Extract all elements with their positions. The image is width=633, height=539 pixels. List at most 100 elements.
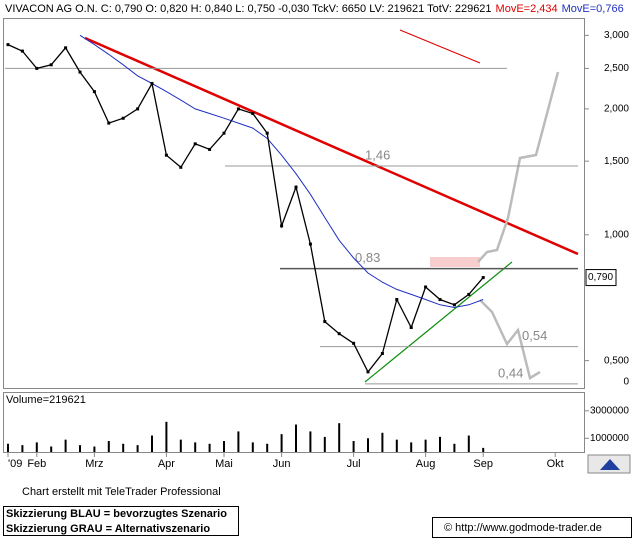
legend-entry: MovE=0,766: [562, 3, 624, 15]
price-point: [164, 153, 168, 157]
x-tick-label: Mai: [215, 458, 233, 470]
price-point: [6, 43, 10, 47]
x-tick-label: Jun: [273, 458, 291, 470]
volume-bar: [439, 436, 441, 452]
price-point: [222, 131, 226, 135]
indicator-red: MovE=2,434: [496, 3, 558, 15]
volume-bar: [237, 431, 240, 452]
volume-bar: [93, 446, 96, 452]
price-point: [251, 112, 255, 116]
price-point: [121, 116, 125, 120]
y-tick-label: 2,500: [604, 63, 629, 74]
y-tick-label: 2,000: [604, 104, 629, 115]
volume-bar: [179, 439, 182, 452]
price-point: [337, 332, 341, 336]
x-tick-label: Sep: [473, 458, 493, 470]
volume-bar: [352, 441, 355, 452]
volume-bar: [482, 447, 485, 452]
y-tick-label: 3000000: [590, 405, 629, 416]
price-point: [352, 341, 356, 345]
volume-bar: [309, 431, 312, 452]
volume-bar: [251, 442, 254, 452]
volume-bar: [424, 439, 427, 452]
footer-credit: Chart erstellt mit TeleTrader Profession…: [22, 486, 221, 498]
volume-label: Volume=219621: [6, 394, 86, 406]
price-line: [7, 44, 484, 374]
volume-bar: [323, 436, 326, 452]
volume-bar: [64, 439, 67, 452]
price-point: [208, 147, 212, 151]
volume-bar: [295, 424, 297, 452]
y-tick-label: 1,000: [604, 229, 629, 240]
level-label: 0,83: [355, 250, 380, 265]
volume-bar: [338, 423, 341, 452]
volume-bar: [7, 443, 9, 452]
y-tick-label: 0,500: [604, 355, 629, 366]
price-point: [424, 285, 428, 289]
level-label: 0,44: [498, 365, 523, 380]
price-point: [409, 326, 413, 330]
price-point: [136, 107, 140, 111]
volume-bar: [165, 421, 168, 452]
price-point: [438, 298, 442, 302]
price-point: [323, 320, 327, 324]
volume-bar: [194, 442, 197, 452]
y-axis-stub: 0: [623, 377, 629, 388]
volume-bar: [35, 442, 38, 452]
volume-bar: [50, 446, 53, 452]
price-point: [380, 351, 384, 355]
tool-icon: [600, 459, 620, 470]
x-tick-label: '09: [8, 458, 22, 470]
volume-bar: [107, 441, 110, 452]
scenario-up: [477, 71, 560, 263]
price-point: [92, 90, 96, 94]
volume-bar: [223, 441, 225, 452]
resistance-zone: [430, 257, 480, 267]
scenario-down: [479, 299, 541, 380]
volume-bar: [410, 442, 413, 452]
x-tick-label: Jul: [347, 458, 361, 470]
price-point: [179, 165, 183, 169]
chart-header: VIVACON AG O.N. C: 0,790 O: 0,820 H: 0,8…: [5, 3, 624, 15]
level-label: 0,54: [522, 328, 547, 343]
legend-blue: Skizzierung BLAU = bevorzugtes Szenario: [6, 508, 227, 520]
volume-bar: [136, 445, 139, 452]
volume-bar: [367, 438, 369, 452]
x-tick-label: Mrz: [85, 458, 103, 470]
price-point: [64, 46, 68, 50]
volume-bar: [467, 435, 470, 452]
volume-bar: [208, 443, 211, 452]
price-marker-label: 0,790: [588, 272, 613, 283]
volume-bar: [151, 435, 153, 452]
price-point: [236, 107, 240, 111]
y-tick-label: 1,500: [604, 156, 629, 167]
price-point: [35, 66, 39, 70]
x-tick-label: Feb: [27, 458, 46, 470]
volume-bar: [453, 443, 456, 452]
support-line: [364, 261, 513, 383]
volume-bar: [280, 434, 283, 452]
price-point: [308, 242, 312, 246]
volume-bar: [266, 443, 269, 452]
moving-average: [79, 34, 484, 309]
legend-box: [3, 506, 239, 536]
x-tick-label: Apr: [158, 458, 175, 470]
volume-bar: [21, 445, 24, 452]
price-point: [481, 276, 485, 280]
price-point: [107, 121, 111, 125]
x-tick-label: Okt: [547, 458, 564, 470]
price-point: [78, 70, 82, 74]
volume-bar: [381, 432, 384, 452]
price-point: [49, 63, 53, 67]
volume-panel: [3, 392, 585, 453]
price-point: [467, 292, 471, 296]
volume-bar: [122, 443, 125, 452]
price-point: [265, 131, 269, 135]
price-point: [395, 298, 399, 302]
chart-title: VIVACON AG O.N. C: 0,790 O: 0,820 H: 0,8…: [5, 3, 492, 15]
price-point: [294, 185, 298, 189]
volume-bar: [79, 445, 81, 452]
price-panel: [3, 18, 585, 389]
